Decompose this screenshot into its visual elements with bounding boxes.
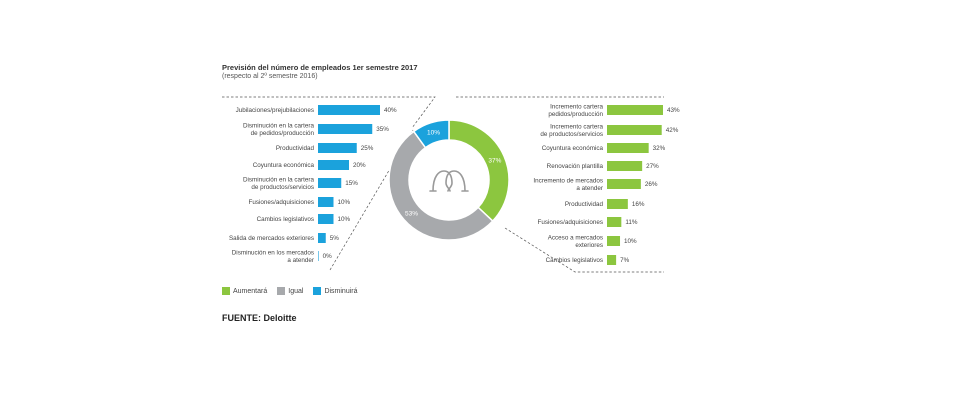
left-bar bbox=[318, 124, 373, 134]
chart-title: Previsión del número de empleados 1er se… bbox=[222, 63, 418, 72]
left-bar-category: Coyuntura económica bbox=[253, 162, 315, 169]
people-icon bbox=[429, 170, 469, 192]
donut-slice-value: 10% bbox=[427, 130, 440, 137]
left-bar bbox=[318, 105, 380, 115]
right-bar bbox=[607, 179, 641, 189]
right-bar-value: 11% bbox=[625, 219, 638, 226]
right-bar-value: 43% bbox=[667, 107, 680, 114]
right-bar bbox=[607, 199, 628, 209]
left-bar-value: 40% bbox=[384, 107, 397, 114]
right-bar-category: Incremento cartera pedidos/producción bbox=[548, 103, 603, 118]
connector-line bbox=[504, 227, 664, 273]
legend-item-aumentara: Aumentará bbox=[222, 287, 267, 295]
left-bar-category: Cambios legislativos bbox=[257, 216, 314, 223]
legend-swatch-disminuira bbox=[313, 287, 322, 295]
right-bar-category: Cambios legislativos bbox=[546, 257, 603, 264]
right-bar-category: Acceso a mercados exteriores bbox=[548, 234, 603, 249]
left-bar-value: 15% bbox=[345, 180, 358, 187]
left-bar-value: 0% bbox=[323, 253, 333, 260]
legend-item-igual: Igual bbox=[277, 287, 303, 295]
donut-slice-value: 53% bbox=[405, 210, 418, 217]
left-bar-category: Salida de mercados exteriores bbox=[229, 235, 314, 242]
right-bar-value: 32% bbox=[653, 145, 666, 152]
right-bar-value: 16% bbox=[632, 201, 645, 208]
left-bar bbox=[318, 143, 357, 153]
right-bar-value: 7% bbox=[620, 257, 630, 264]
right-bar bbox=[607, 105, 663, 115]
source-note: FUENTE: Deloitte bbox=[222, 313, 297, 323]
right-bar bbox=[607, 125, 662, 135]
right-bar-category: Productividad bbox=[565, 201, 604, 208]
right-bar bbox=[607, 143, 649, 153]
right-bar-value: 42% bbox=[666, 127, 679, 134]
left-bar-category: Productividad bbox=[276, 145, 315, 152]
left-bar-category: Disminución en la cartera de pedidos/prod… bbox=[243, 122, 315, 137]
legend-swatch-igual bbox=[277, 287, 286, 295]
left-bar-category: Jubilaciones/prejubilaciones bbox=[236, 107, 314, 114]
right-bar-category: Incremento de mercados a atender bbox=[533, 177, 603, 192]
right-bar-value: 27% bbox=[646, 163, 659, 170]
right-bar bbox=[607, 255, 617, 265]
left-bar bbox=[318, 197, 334, 207]
right-bar bbox=[607, 161, 643, 171]
donut-slice-value: 37% bbox=[488, 157, 501, 164]
connector-line bbox=[222, 96, 436, 129]
left-bar bbox=[318, 233, 326, 243]
left-bar bbox=[318, 178, 342, 188]
donut-slice bbox=[448, 119, 510, 223]
donut-slice bbox=[388, 130, 494, 241]
right-bar-category: Coyuntura económica bbox=[542, 145, 604, 152]
right-bar-value: 26% bbox=[645, 181, 658, 188]
left-bar bbox=[318, 160, 349, 170]
left-bar-value: 35% bbox=[376, 126, 389, 133]
chart-legend: Aumentará Igual Disminuirá bbox=[222, 287, 358, 295]
right-bar-value: 10% bbox=[624, 238, 637, 245]
right-bar-category: Incremento cartera de productos/servicios bbox=[540, 123, 603, 138]
left-bar bbox=[318, 251, 319, 261]
left-bar-value: 5% bbox=[330, 235, 340, 242]
left-bar-category: Fusiones/adquisiciones bbox=[249, 199, 314, 206]
left-bar-value: 25% bbox=[361, 145, 374, 152]
right-bar bbox=[607, 217, 622, 227]
right-bar bbox=[607, 236, 621, 246]
legend-label-disminuira: Disminuirá bbox=[324, 287, 358, 295]
left-bar bbox=[318, 214, 334, 224]
left-bar-value: 20% bbox=[353, 162, 366, 169]
legend-swatch-aumentara bbox=[222, 287, 230, 295]
legend-label-aumentara: Aumentará bbox=[233, 287, 268, 295]
right-bar-category: Renovación plantilla bbox=[547, 163, 604, 170]
legend-label-igual: Igual bbox=[288, 287, 304, 295]
left-bar-category: Disminución en la cartera de productos/se… bbox=[243, 176, 315, 191]
right-bar-category: Fusiones/adquisiciones bbox=[538, 219, 603, 226]
chart-subtitle: (respecto al 2º semestre 2016) bbox=[222, 73, 318, 80]
left-bar-value: 10% bbox=[338, 199, 351, 206]
donut-slice bbox=[412, 119, 450, 149]
left-bar-value: 10% bbox=[338, 216, 351, 223]
left-bar-category: Disminución en los mercados a atender bbox=[232, 249, 314, 264]
legend-item-disminuira: Disminuirá bbox=[313, 287, 358, 295]
